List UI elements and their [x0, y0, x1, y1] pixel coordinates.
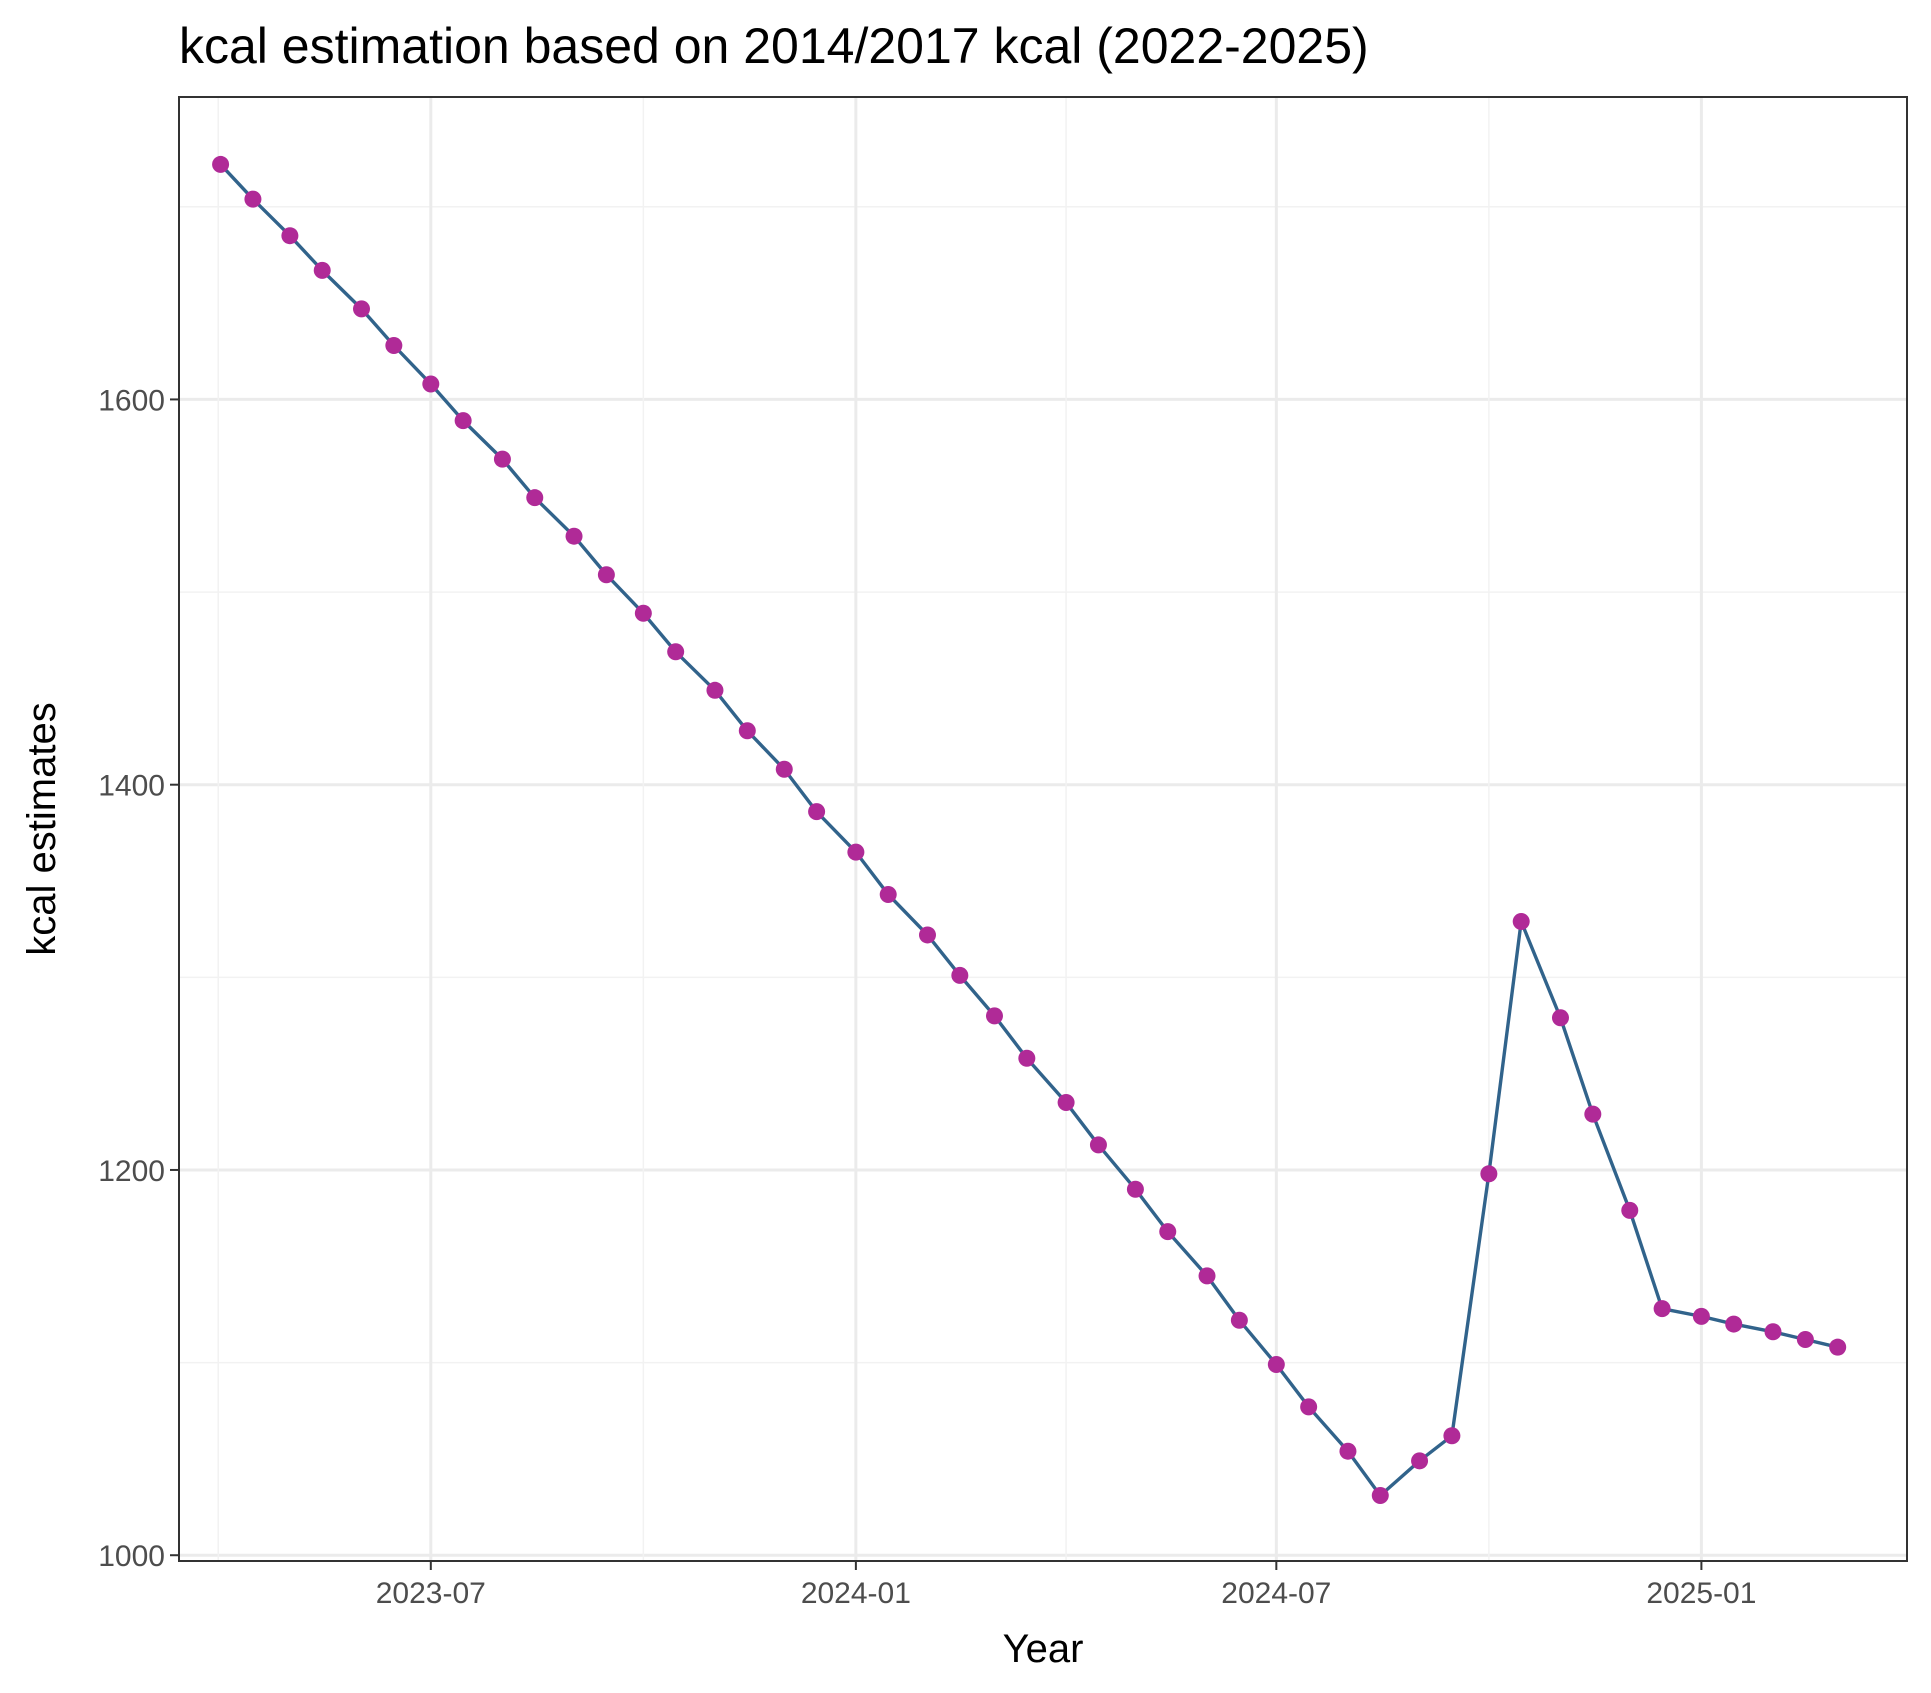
y-tick-label: 1600	[98, 384, 165, 417]
data-point	[1796, 1330, 1814, 1348]
data-point	[597, 566, 615, 584]
x-axis: 2023-07 2024-01 2024-07 2025-01	[376, 1561, 1756, 1610]
x-tick-label: 2024-01	[801, 1577, 911, 1610]
data-point	[422, 375, 440, 393]
data-point	[454, 412, 472, 430]
data-point	[212, 155, 230, 173]
data-point	[706, 681, 724, 699]
data-point	[985, 1007, 1003, 1025]
data-point	[1018, 1049, 1036, 1067]
data-point	[526, 489, 544, 507]
data-point	[1584, 1105, 1602, 1123]
series-layer	[212, 155, 1847, 1505]
data-point	[565, 527, 583, 545]
data-point	[1339, 1442, 1357, 1460]
data-point	[951, 966, 969, 984]
data-point	[775, 760, 793, 778]
x-tick-label: 2025-01	[1646, 1577, 1756, 1610]
data-point	[1126, 1180, 1144, 1198]
data-point	[1411, 1452, 1429, 1470]
data-point	[879, 885, 897, 903]
data-point	[1653, 1300, 1671, 1318]
y-tick-label: 1200	[98, 1155, 165, 1188]
x-axis-title: Year	[1003, 1627, 1084, 1671]
data-point	[1371, 1487, 1389, 1505]
y-axis: 1000 1200 1400 1600	[98, 384, 179, 1573]
data-point	[1443, 1427, 1461, 1445]
x-tick-label: 2024-07	[1221, 1577, 1331, 1610]
data-point	[1267, 1356, 1285, 1374]
data-point	[667, 643, 685, 661]
data-point	[1764, 1323, 1782, 1341]
data-point	[1057, 1094, 1075, 1112]
y-tick-label: 1400	[98, 770, 165, 803]
data-point	[808, 803, 826, 821]
data-point	[1725, 1315, 1743, 1333]
x-tick-label: 2023-07	[376, 1577, 486, 1610]
data-point	[1621, 1201, 1639, 1219]
data-point	[1480, 1165, 1498, 1183]
data-point	[1512, 912, 1530, 930]
data-point	[244, 190, 262, 208]
data-point	[1230, 1311, 1248, 1329]
data-point	[1159, 1223, 1177, 1241]
data-point	[1198, 1267, 1216, 1285]
data-point	[1692, 1307, 1710, 1325]
data-point	[353, 300, 371, 318]
y-axis-title: kcal estimates	[20, 702, 64, 955]
data-point	[1300, 1398, 1318, 1416]
data-point	[493, 450, 511, 468]
data-point	[385, 336, 403, 354]
series-line	[219, 163, 1839, 1498]
data-point	[738, 722, 756, 740]
panel-border	[178, 96, 1908, 1562]
data-point	[847, 843, 865, 861]
chart-title: kcal estimation based on 2014/2017 kcal …	[179, 18, 1369, 74]
data-point	[1829, 1338, 1847, 1356]
data-point	[281, 227, 299, 245]
data-point	[313, 261, 331, 279]
data-point	[634, 604, 652, 622]
y-tick-label: 1000	[98, 1540, 165, 1573]
data-point	[1551, 1009, 1569, 1027]
grid	[179, 97, 1907, 1561]
data-point	[1089, 1136, 1107, 1154]
data-point	[918, 926, 936, 944]
